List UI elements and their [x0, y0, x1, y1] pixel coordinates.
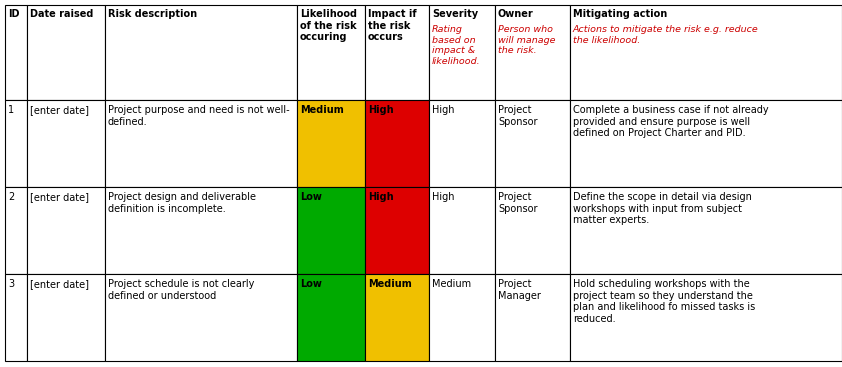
- Bar: [27, 187, 105, 274]
- Bar: [365, 100, 429, 187]
- Text: Owner: Owner: [498, 9, 534, 19]
- Text: Complete a business case if not already
provided and ensure purpose is well
defi: Complete a business case if not already …: [573, 105, 769, 138]
- Bar: [570, 187, 842, 274]
- Bar: [365, 5, 429, 100]
- Bar: [105, 100, 297, 187]
- Bar: [429, 187, 495, 274]
- Bar: [5, 187, 27, 274]
- Bar: [365, 187, 429, 274]
- Text: ID: ID: [8, 9, 19, 19]
- Text: 1: 1: [8, 105, 14, 115]
- Text: High: High: [432, 105, 455, 115]
- Text: Date raised: Date raised: [30, 9, 93, 19]
- Text: Severity: Severity: [432, 9, 478, 19]
- Text: High: High: [368, 192, 393, 202]
- Text: Project schedule is not clearly
defined or understood: Project schedule is not clearly defined …: [108, 279, 254, 301]
- Text: Project
Sponsor: Project Sponsor: [498, 105, 537, 127]
- Bar: [27, 5, 105, 100]
- Text: Project
Sponsor: Project Sponsor: [498, 192, 537, 214]
- Text: 2: 2: [8, 192, 14, 202]
- Text: [enter date]: [enter date]: [30, 279, 89, 289]
- Text: Medium: Medium: [432, 279, 472, 289]
- Bar: [297, 100, 365, 187]
- Bar: [365, 274, 429, 361]
- Bar: [105, 187, 297, 274]
- Bar: [429, 5, 495, 100]
- Text: Project design and deliverable
definition is incomplete.: Project design and deliverable definitio…: [108, 192, 256, 214]
- Text: Define the scope in detail via design
workshops with input from subject
matter e: Define the scope in detail via design wo…: [573, 192, 752, 225]
- Text: [enter date]: [enter date]: [30, 192, 89, 202]
- Bar: [27, 274, 105, 361]
- Bar: [429, 100, 495, 187]
- Bar: [570, 100, 842, 187]
- Bar: [495, 274, 570, 361]
- Text: Person who
will manage
the risk.: Person who will manage the risk.: [498, 25, 556, 55]
- Bar: [5, 100, 27, 187]
- Text: High: High: [368, 105, 393, 115]
- Text: Actions to mitigate the risk e.g. reduce
the likelihood.: Actions to mitigate the risk e.g. reduce…: [573, 25, 759, 45]
- Bar: [495, 5, 570, 100]
- Text: Low: Low: [300, 279, 322, 289]
- Bar: [570, 5, 842, 100]
- Text: Low: Low: [300, 192, 322, 202]
- Text: Risk description: Risk description: [108, 9, 197, 19]
- Text: Likelihood
of the risk
occuring: Likelihood of the risk occuring: [300, 9, 357, 42]
- Text: Impact if
the risk
occurs: Impact if the risk occurs: [368, 9, 417, 42]
- Text: [enter date]: [enter date]: [30, 105, 89, 115]
- Bar: [297, 274, 365, 361]
- Bar: [297, 187, 365, 274]
- Bar: [570, 274, 842, 361]
- Bar: [105, 5, 297, 100]
- Text: Project
Manager: Project Manager: [498, 279, 541, 301]
- Bar: [495, 187, 570, 274]
- Text: Mitigating action: Mitigating action: [573, 9, 667, 19]
- Bar: [429, 274, 495, 361]
- Bar: [5, 274, 27, 361]
- Text: Medium: Medium: [368, 279, 412, 289]
- Bar: [27, 100, 105, 187]
- Text: Hold scheduling workshops with the
project team so they understand the
plan and : Hold scheduling workshops with the proje…: [573, 279, 755, 324]
- Bar: [495, 100, 570, 187]
- Bar: [297, 5, 365, 100]
- Bar: [105, 274, 297, 361]
- Text: Medium: Medium: [300, 105, 344, 115]
- Bar: [5, 5, 27, 100]
- Text: Project purpose and need is not well-
defined.: Project purpose and need is not well- de…: [108, 105, 290, 127]
- Text: Rating
based on
impact &
likelihood.: Rating based on impact & likelihood.: [432, 25, 481, 66]
- Text: 3: 3: [8, 279, 14, 289]
- Text: High: High: [432, 192, 455, 202]
